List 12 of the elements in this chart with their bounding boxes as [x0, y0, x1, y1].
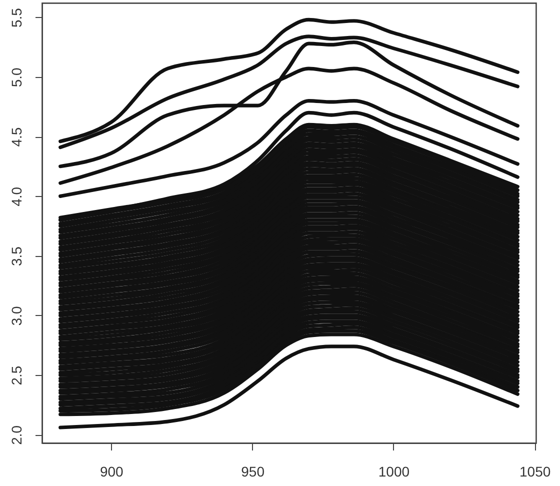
y-tick-label: 3.5 — [8, 246, 24, 266]
y-tick-label: 4.0 — [8, 186, 24, 206]
y-tick-label: 2.5 — [8, 366, 24, 386]
y-tick-label: 4.5 — [8, 127, 24, 147]
x-tick-label: 950 — [241, 464, 265, 480]
x-tick-label: 1050 — [520, 464, 551, 480]
y-tick-label: 2.0 — [8, 425, 24, 445]
y-tick-label: 3.0 — [8, 306, 24, 326]
y-tick-label: 5.0 — [8, 67, 24, 88]
y-tick-label: 5.5 — [8, 8, 24, 28]
x-tick-label: 900 — [100, 464, 124, 480]
x-tick-label: 1000 — [378, 464, 410, 480]
